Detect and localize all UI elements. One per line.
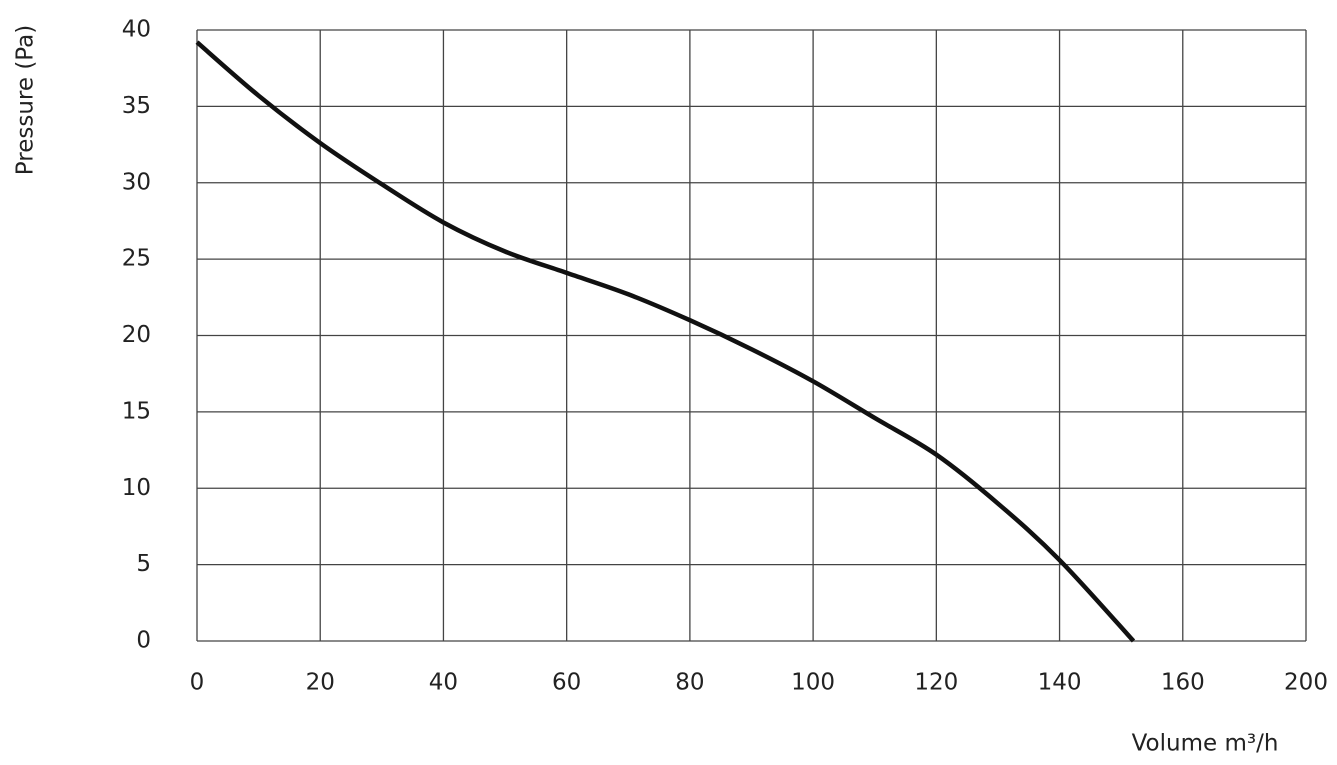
x-tick-label: 100	[791, 670, 835, 696]
x-tick-label: 200	[1284, 670, 1328, 696]
x-tick-label: 40	[429, 670, 458, 696]
y-tick-label: 25	[122, 246, 151, 272]
x-tick-label: 160	[1161, 670, 1205, 696]
y-tick-label: 15	[122, 398, 151, 424]
y-tick-label: 0	[136, 628, 151, 654]
x-axis-title: Volume m³/h	[1132, 731, 1279, 757]
x-tick-label: 80	[675, 670, 704, 696]
y-tick-label: 20	[122, 322, 151, 348]
x-tick-label: 120	[914, 670, 958, 696]
y-tick-label: 30	[122, 169, 151, 195]
x-tick-label: 60	[552, 670, 581, 696]
y-tick-label: 10	[122, 475, 151, 501]
y-tick-label: 40	[122, 17, 151, 43]
x-tick-label: 0	[190, 670, 205, 696]
x-tick-label: 140	[1038, 670, 1082, 696]
y-tick-label: 35	[122, 93, 151, 119]
x-tick-label: 20	[306, 670, 335, 696]
y-tick-label: 5	[136, 551, 151, 577]
curve	[195, 40, 1136, 643]
y-axis-title: Pressure (Pa)	[13, 25, 39, 175]
